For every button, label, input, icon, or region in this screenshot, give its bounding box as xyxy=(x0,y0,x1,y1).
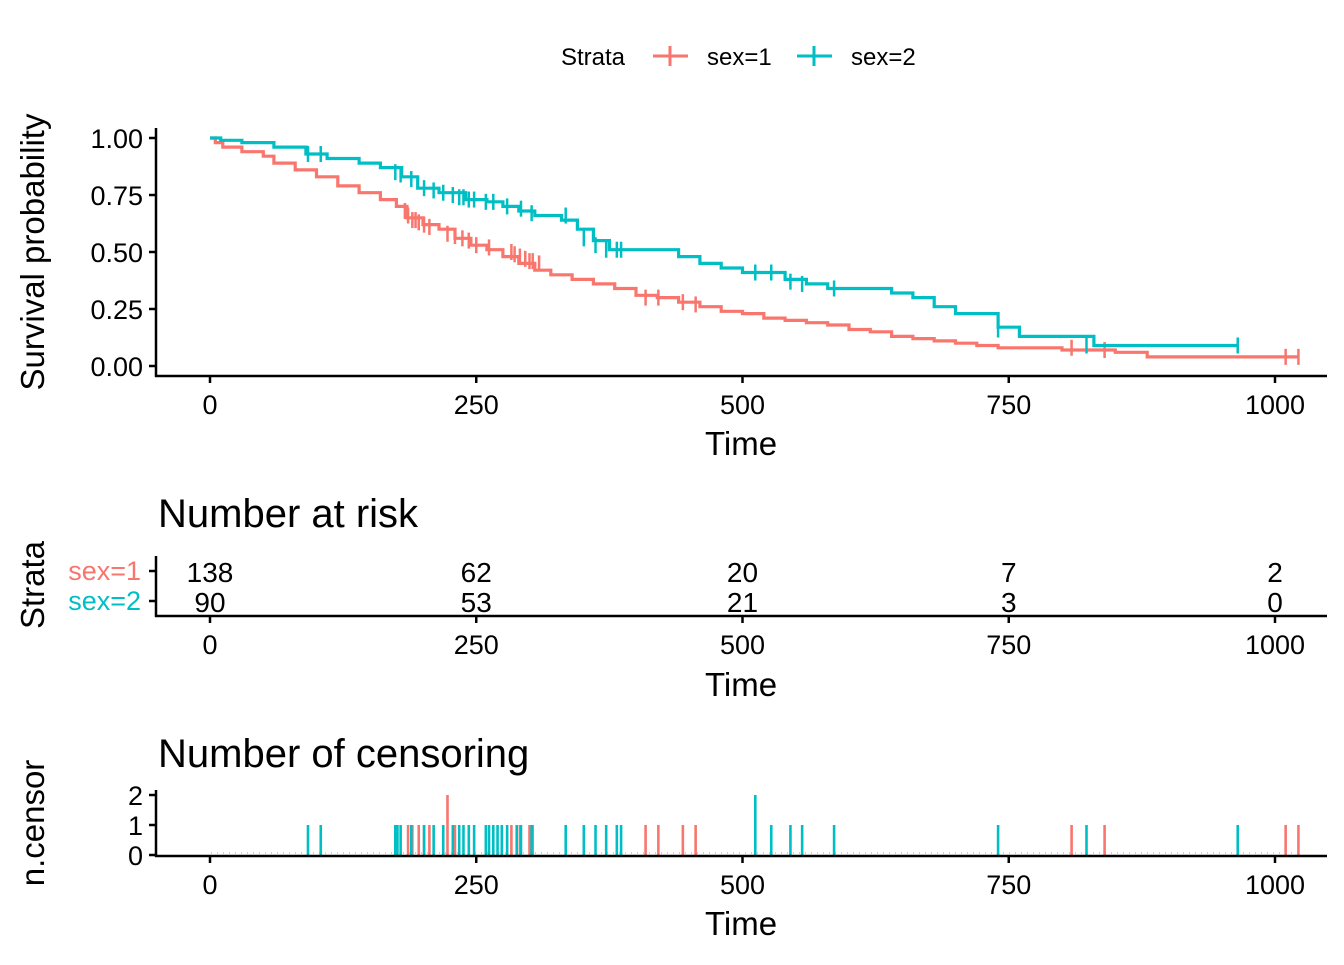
censor-panel: Number of censoring 012 0 250 500 750 1000 T… xyxy=(14,732,1327,942)
risk-cell: 62 xyxy=(461,557,492,588)
strata-label-sex=1: sex=1 xyxy=(68,556,141,586)
x-tick-label: 250 xyxy=(454,630,499,660)
risk-table-cells: 138 62 20 7 2 90 53 21 3 0 xyxy=(187,557,1283,618)
curve-sex=1 xyxy=(210,136,1300,365)
curve-sex=2 xyxy=(210,136,1239,354)
x-tick-label: 0 xyxy=(202,630,217,660)
legend-label-sex2: sex=2 xyxy=(851,44,916,71)
survival-curve-line xyxy=(210,136,1299,359)
x-tick-label: 0 xyxy=(202,870,217,900)
legend-key-sex2 xyxy=(797,46,832,66)
legend-label-sex1: sex=1 xyxy=(707,44,772,71)
risk-x-axis-title: Time xyxy=(705,666,777,703)
x-tick-label: 750 xyxy=(986,630,1031,660)
y-tick-label: 2 xyxy=(128,781,143,811)
risk-cell: 53 xyxy=(461,587,492,618)
y-tick-label: 0.75 xyxy=(90,181,143,211)
x-tick-label: 500 xyxy=(720,870,765,900)
legend-title: Strata xyxy=(561,44,626,71)
x-tick-label: 1000 xyxy=(1245,390,1305,420)
survival-x-ticks: 0 250 500 750 1000 xyxy=(202,376,1305,420)
risk-x-ticks: 0 250 500 750 1000 xyxy=(202,616,1305,660)
x-tick-label: 500 xyxy=(720,390,765,420)
risk-cell: 21 xyxy=(727,587,758,618)
x-tick-label: 0 xyxy=(202,390,217,420)
survival-x-axis-title: Time xyxy=(705,425,777,462)
legend-key-sex1 xyxy=(653,46,688,66)
survival-panel: 0.00 0.25 0.50 0.75 1.00 0 250 500 750 1000 Time… xyxy=(14,113,1327,462)
risk-cell: 3 xyxy=(1001,587,1017,618)
risk-cell: 7 xyxy=(1001,557,1017,588)
y-tick-label: 0.50 xyxy=(90,238,143,268)
y-tick-label: 0 xyxy=(128,841,143,871)
censor-y-ticks: 012 xyxy=(128,781,156,871)
survival-y-axis-title: Survival probability xyxy=(14,113,51,390)
x-tick-label: 1000 xyxy=(1245,630,1305,660)
x-tick-label: 500 xyxy=(720,630,765,660)
y-tick-label: 0.00 xyxy=(90,352,143,382)
risk-table-panel: Number at risk 138 62 20 7 2 90 53 21 3 0 sex=1se… xyxy=(14,492,1327,703)
censor-bars xyxy=(306,795,1300,855)
censor-y-axis-title: n.censor xyxy=(14,760,51,887)
x-tick-label: 750 xyxy=(986,870,1031,900)
legend: Strata sex=1 sex=2 xyxy=(561,44,916,71)
y-tick-label: 1 xyxy=(128,811,143,841)
survival-curve-line xyxy=(210,136,1238,348)
risk-cell: 138 xyxy=(187,557,234,588)
y-tick-label: 1.00 xyxy=(90,124,143,154)
y-tick-label: 0.25 xyxy=(90,295,143,325)
risk-cell: 0 xyxy=(1267,587,1283,618)
censor-panel-title: Number of censoring xyxy=(158,732,529,776)
risk-cell: 20 xyxy=(727,557,758,588)
x-tick-label: 250 xyxy=(454,390,499,420)
risk-cell: 90 xyxy=(194,587,225,618)
x-tick-label: 250 xyxy=(454,870,499,900)
risk-table-title: Number at risk xyxy=(158,492,419,536)
censor-x-axis-title: Time xyxy=(705,905,777,942)
x-tick-label: 1000 xyxy=(1245,870,1305,900)
risk-y-axis-title: Strata xyxy=(14,540,51,629)
risk-cell: 2 xyxy=(1267,557,1283,588)
censor-x-ticks: 0 250 500 750 1000 xyxy=(202,856,1305,900)
survival-y-ticks: 0.00 0.25 0.50 0.75 1.00 xyxy=(90,124,156,382)
strata-label-sex=2: sex=2 xyxy=(68,586,141,616)
x-tick-label: 750 xyxy=(986,390,1031,420)
survival-curves xyxy=(210,136,1300,365)
